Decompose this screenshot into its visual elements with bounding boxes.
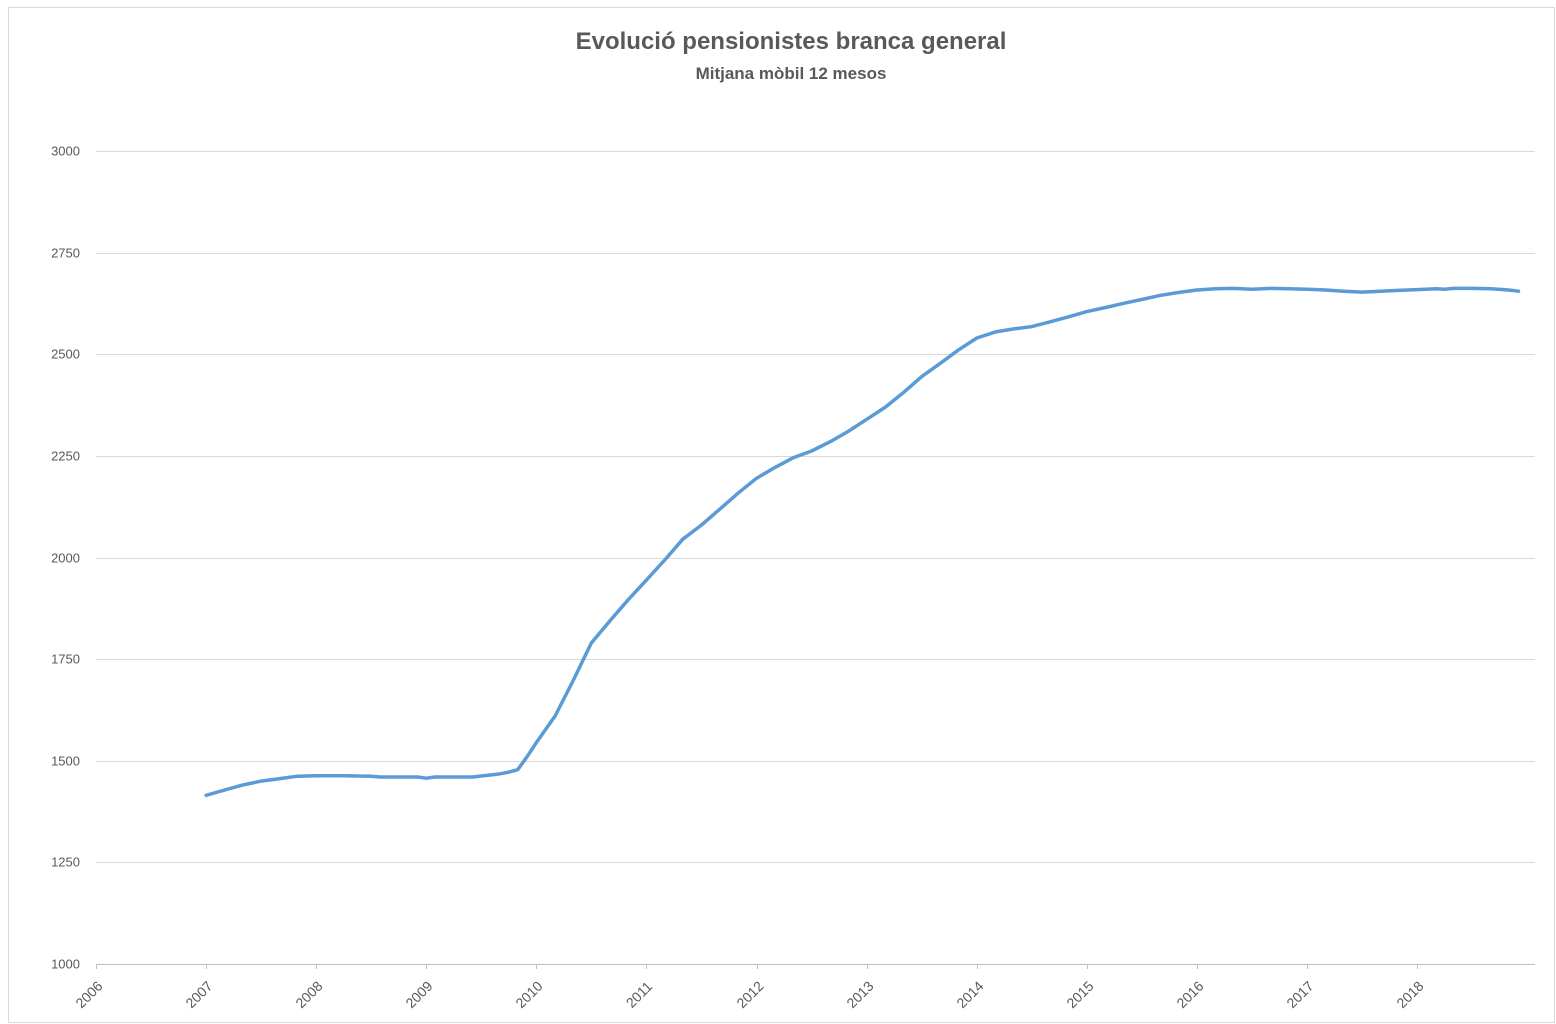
x-tick-label: 2011 bbox=[623, 978, 656, 1011]
x-tick-label: 2013 bbox=[843, 978, 876, 1011]
y-tick-label: 1250 bbox=[51, 855, 80, 870]
y-tick-label: 2250 bbox=[51, 449, 80, 464]
y-tick-label: 1500 bbox=[51, 754, 80, 769]
y-tick-label: 1750 bbox=[51, 652, 80, 667]
y-tick-label: 2750 bbox=[51, 246, 80, 261]
series-line bbox=[204, 286, 1521, 798]
x-tick-label: 2017 bbox=[1283, 978, 1316, 1011]
y-tick-label: 1000 bbox=[51, 957, 80, 972]
x-tick-label: 2007 bbox=[182, 978, 215, 1011]
y-tick-label: 2000 bbox=[51, 551, 80, 566]
x-tick-label: 2016 bbox=[1173, 978, 1206, 1011]
x-tick-label: 2010 bbox=[512, 978, 545, 1011]
x-tick-label: 2014 bbox=[953, 978, 986, 1011]
x-tick-label: 2018 bbox=[1393, 978, 1426, 1011]
x-tick-label: 2015 bbox=[1063, 978, 1096, 1011]
y-tick-label: 2500 bbox=[51, 347, 80, 362]
x-tick-label: 2009 bbox=[402, 978, 435, 1011]
x-tick-label: 2012 bbox=[733, 978, 766, 1011]
x-tick-label: 2008 bbox=[292, 978, 325, 1011]
x-tick-label: 2006 bbox=[72, 978, 105, 1011]
y-tick-label: 3000 bbox=[51, 144, 80, 159]
chart-frame bbox=[8, 7, 1555, 1023]
chart-subtitle: Mitjana mòbil 12 mesos bbox=[695, 64, 887, 83]
chart-title: Evolució pensionistes branca general bbox=[575, 28, 1007, 55]
